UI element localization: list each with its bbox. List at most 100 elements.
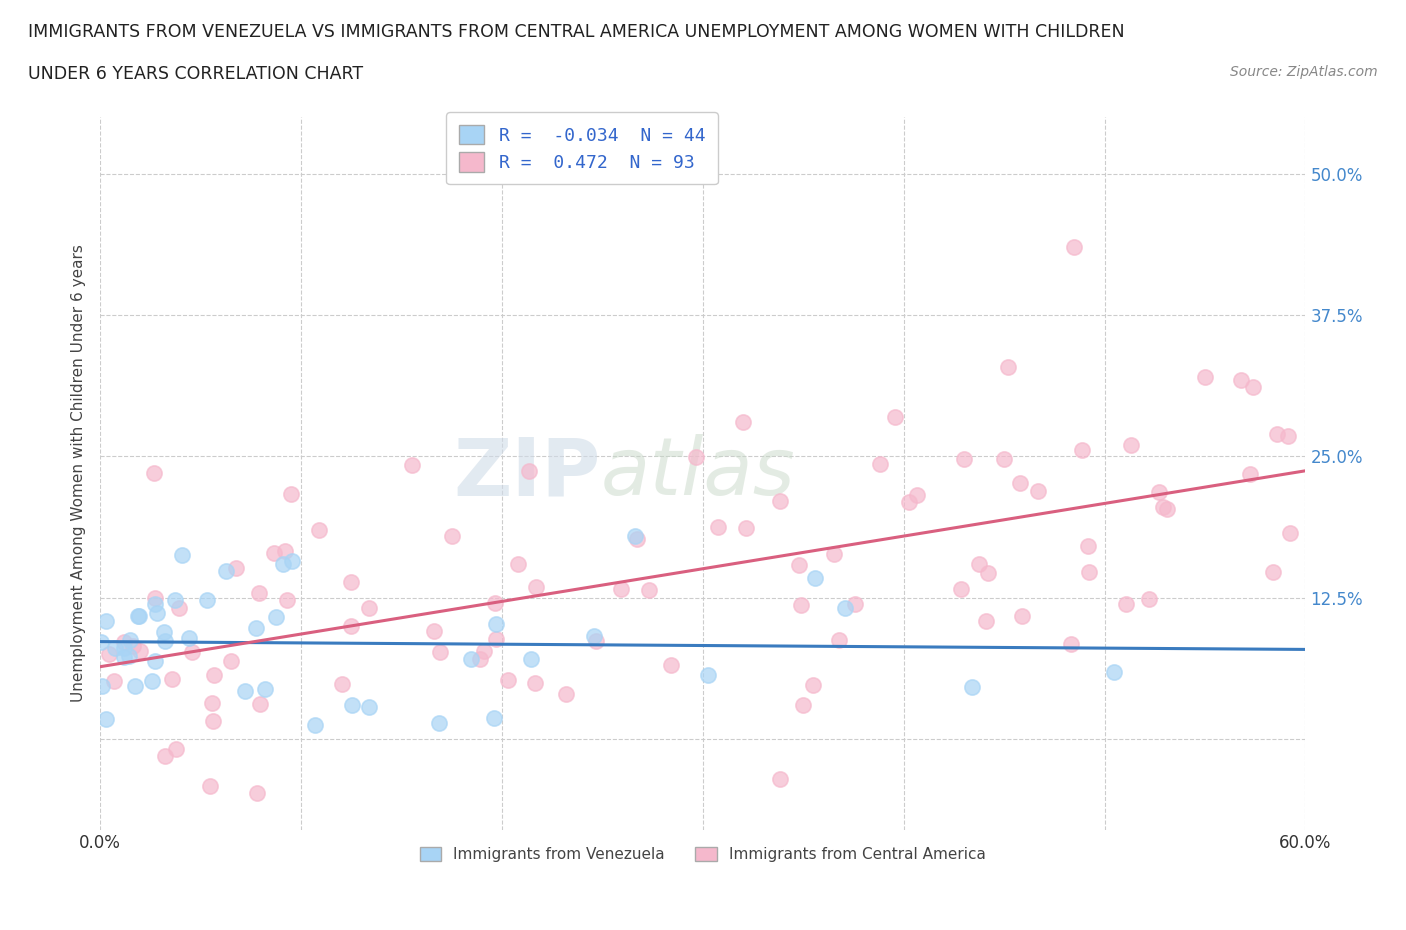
Point — [249, 697, 271, 711]
Point — [804, 571, 827, 586]
Point — [585, 633, 607, 648]
Point — [524, 675, 547, 690]
Point — [143, 466, 166, 481]
Point — [1011, 609, 1033, 624]
Text: IMMIGRANTS FROM VENEZUELA VS IMMIGRANTS FROM CENTRAL AMERICA UNEMPLOYMENT AMONG : IMMIGRANTS FROM VENEZUELA VS IMMIGRANTS … — [28, 23, 1125, 41]
Text: Source: ZipAtlas.com: Source: ZipAtlas.com — [1230, 65, 1378, 79]
Point — [520, 652, 543, 667]
Text: ZIP: ZIP — [453, 434, 600, 512]
Point — [274, 543, 297, 558]
Point — [172, 548, 194, 563]
Point — [1026, 484, 1049, 498]
Point — [1077, 565, 1099, 579]
Point — [276, 592, 298, 607]
Point — [953, 452, 976, 467]
Point — [117, 648, 139, 663]
Point — [884, 410, 907, 425]
Point — [1102, 664, 1125, 679]
Point — [993, 452, 1015, 467]
Point — [233, 683, 256, 698]
Point — [1194, 370, 1216, 385]
Point — [1265, 426, 1288, 441]
Point — [801, 677, 824, 692]
Point — [1152, 499, 1174, 514]
Point — [484, 596, 506, 611]
Point — [280, 486, 302, 501]
Point — [118, 633, 141, 648]
Point — [1241, 379, 1264, 394]
Point — [517, 463, 540, 478]
Point — [828, 632, 851, 647]
Point — [246, 785, 269, 800]
Y-axis label: Unemployment Among Women with Children Under 6 years: Unemployment Among Women with Children U… — [72, 245, 86, 702]
Point — [304, 717, 326, 732]
Point — [834, 601, 856, 616]
Point — [974, 614, 997, 629]
Point — [1279, 525, 1302, 540]
Point — [472, 644, 495, 658]
Point — [112, 635, 135, 650]
Point — [484, 632, 506, 647]
Point — [769, 772, 792, 787]
Point — [201, 696, 224, 711]
Point — [790, 597, 813, 612]
Point — [792, 698, 814, 712]
Point — [97, 646, 120, 661]
Point — [181, 644, 204, 659]
Point — [163, 592, 186, 607]
Point — [357, 601, 380, 616]
Point — [179, 631, 201, 645]
Point — [707, 520, 730, 535]
Point — [997, 360, 1019, 375]
Point — [768, 493, 790, 508]
Point — [1149, 485, 1171, 499]
Point — [165, 742, 187, 757]
Point — [429, 644, 451, 659]
Point — [263, 546, 285, 561]
Point — [441, 528, 464, 543]
Point — [253, 682, 276, 697]
Point — [735, 521, 758, 536]
Point — [1010, 476, 1032, 491]
Point — [104, 641, 127, 656]
Point — [1059, 636, 1081, 651]
Point — [1239, 467, 1261, 482]
Point — [271, 557, 294, 572]
Point — [103, 673, 125, 688]
Point — [153, 633, 176, 648]
Point — [1119, 437, 1142, 452]
Point — [967, 557, 990, 572]
Point — [1071, 443, 1094, 458]
Legend: Immigrants from Venezuela, Immigrants from Central America: Immigrants from Venezuela, Immigrants fr… — [413, 841, 993, 869]
Point — [200, 778, 222, 793]
Point — [90, 635, 112, 650]
Point — [470, 652, 492, 667]
Point — [962, 680, 984, 695]
Point — [844, 596, 866, 611]
Text: atlas: atlas — [600, 434, 794, 512]
Point — [225, 560, 247, 575]
Point — [128, 608, 150, 623]
Point — [169, 601, 191, 616]
Point — [485, 617, 508, 631]
Point — [869, 457, 891, 472]
Point — [685, 449, 707, 464]
Point — [1277, 429, 1299, 444]
Point — [143, 596, 166, 611]
Point — [112, 650, 135, 665]
Point — [124, 679, 146, 694]
Point — [202, 713, 225, 728]
Point — [122, 638, 145, 653]
Point — [247, 586, 270, 601]
Point — [143, 653, 166, 668]
Point — [129, 644, 152, 658]
Text: UNDER 6 YEARS CORRELATION CHART: UNDER 6 YEARS CORRELATION CHART — [28, 65, 363, 83]
Point — [281, 553, 304, 568]
Point — [787, 558, 810, 573]
Point — [697, 668, 720, 683]
Point — [823, 547, 845, 562]
Point — [1063, 240, 1085, 255]
Point — [219, 654, 242, 669]
Point — [202, 668, 225, 683]
Point — [482, 711, 505, 725]
